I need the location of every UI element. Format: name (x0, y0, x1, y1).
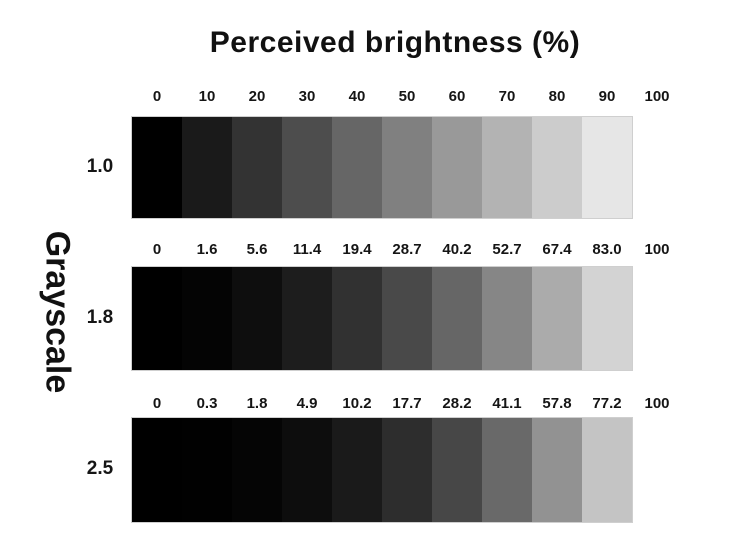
tick-label: 4.9 (296, 395, 318, 412)
grayscale-swatch (432, 418, 482, 522)
tick-label: 0 (152, 395, 162, 412)
tick-label-row: 0 10 20 30 40 50 60 70 80 90 100 (132, 88, 682, 105)
tick-label: 28.2 (442, 395, 472, 412)
grayscale-swatch (482, 418, 532, 522)
tick-label: 100 (644, 88, 670, 105)
tick-label: 90 (598, 88, 616, 105)
grayscale-swatch (482, 117, 532, 218)
tick-label: 1.6 (196, 241, 218, 258)
grayscale-swatch (182, 418, 232, 522)
tick-label: 5.6 (246, 241, 268, 258)
grayscale-swatch (482, 267, 532, 370)
tick-label: 0 (152, 241, 162, 258)
tick-label: 41.1 (492, 395, 522, 412)
tick-label: 67.4 (542, 241, 572, 258)
grayscale-swatch (432, 267, 482, 370)
grayscale-swatch (232, 117, 282, 218)
grayscale-swatch (382, 418, 432, 522)
grayscale-swatch (282, 267, 332, 370)
tick-label: 83.0 (592, 241, 622, 258)
tick-label: 80 (548, 88, 566, 105)
tick-label: 11.4 (292, 241, 322, 258)
tick-label: 50 (398, 88, 416, 105)
grayscale-swatch (282, 117, 332, 218)
grayscale-swatch (582, 418, 632, 522)
grayscale-swatch (382, 267, 432, 370)
tick-label: 0.3 (196, 395, 218, 412)
tick-label: 1.8 (246, 395, 268, 412)
tick-label: 30 (298, 88, 316, 105)
grayscale-swatch (632, 267, 682, 370)
tick-label: 100 (644, 241, 670, 258)
grayscale-swatch (332, 267, 382, 370)
tick-label: 28.7 (392, 241, 422, 258)
gamma-strip (132, 117, 682, 218)
grayscale-swatch (182, 267, 232, 370)
tick-label: 0 (152, 88, 162, 105)
gamma-row-label: 2.5 (86, 458, 114, 479)
tick-label: 10 (198, 88, 216, 105)
grayscale-swatch (582, 117, 632, 218)
grayscale-swatch (132, 418, 182, 522)
tick-label: 60 (448, 88, 466, 105)
tick-label: 40.2 (442, 241, 472, 258)
grayscale-swatch (182, 117, 232, 218)
grayscale-swatch (582, 267, 632, 370)
grayscale-swatch (532, 117, 582, 218)
tick-label-row: 0 1.6 5.6 11.4 19.4 28.7 40.2 52.7 67.4 83.0 100 (132, 241, 682, 258)
tick-label: 100 (644, 395, 670, 412)
grayscale-swatch (332, 418, 382, 522)
tick-label: 70 (498, 88, 516, 105)
grayscale-swatch (532, 267, 582, 370)
tick-label: 19.4 (342, 241, 372, 258)
tick-label: 57.8 (542, 395, 572, 412)
grayscale-swatch (232, 267, 282, 370)
grayscale-swatch (132, 267, 182, 370)
grayscale-swatch (332, 117, 382, 218)
grayscale-swatch (232, 418, 282, 522)
grayscale-swatch (632, 117, 682, 218)
grayscale-swatch (382, 117, 432, 218)
tick-label: 10.2 (342, 395, 372, 412)
tick-label: 77.2 (592, 395, 622, 412)
grayscale-swatch (632, 418, 682, 522)
chart-title: Perceived brightness (%) (209, 26, 581, 59)
grayscale-swatch (132, 117, 182, 218)
tick-label: 20 (248, 88, 266, 105)
gamma-strip (132, 418, 682, 522)
tick-label-row: 0 0.3 1.8 4.9 10.2 17.7 28.2 41.1 57.8 77.2 100 (132, 395, 682, 412)
tick-label: 52.7 (492, 241, 522, 258)
tick-label: 17.7 (392, 395, 422, 412)
grayscale-swatch (432, 117, 482, 218)
grayscale-swatch (532, 418, 582, 522)
gamma-row-label: 1.8 (86, 306, 114, 328)
grayscale-swatch (282, 418, 332, 522)
tick-label: 40 (348, 88, 366, 105)
gamma-strip (132, 267, 682, 370)
gamma-row-label: 1.0 (86, 155, 114, 177)
